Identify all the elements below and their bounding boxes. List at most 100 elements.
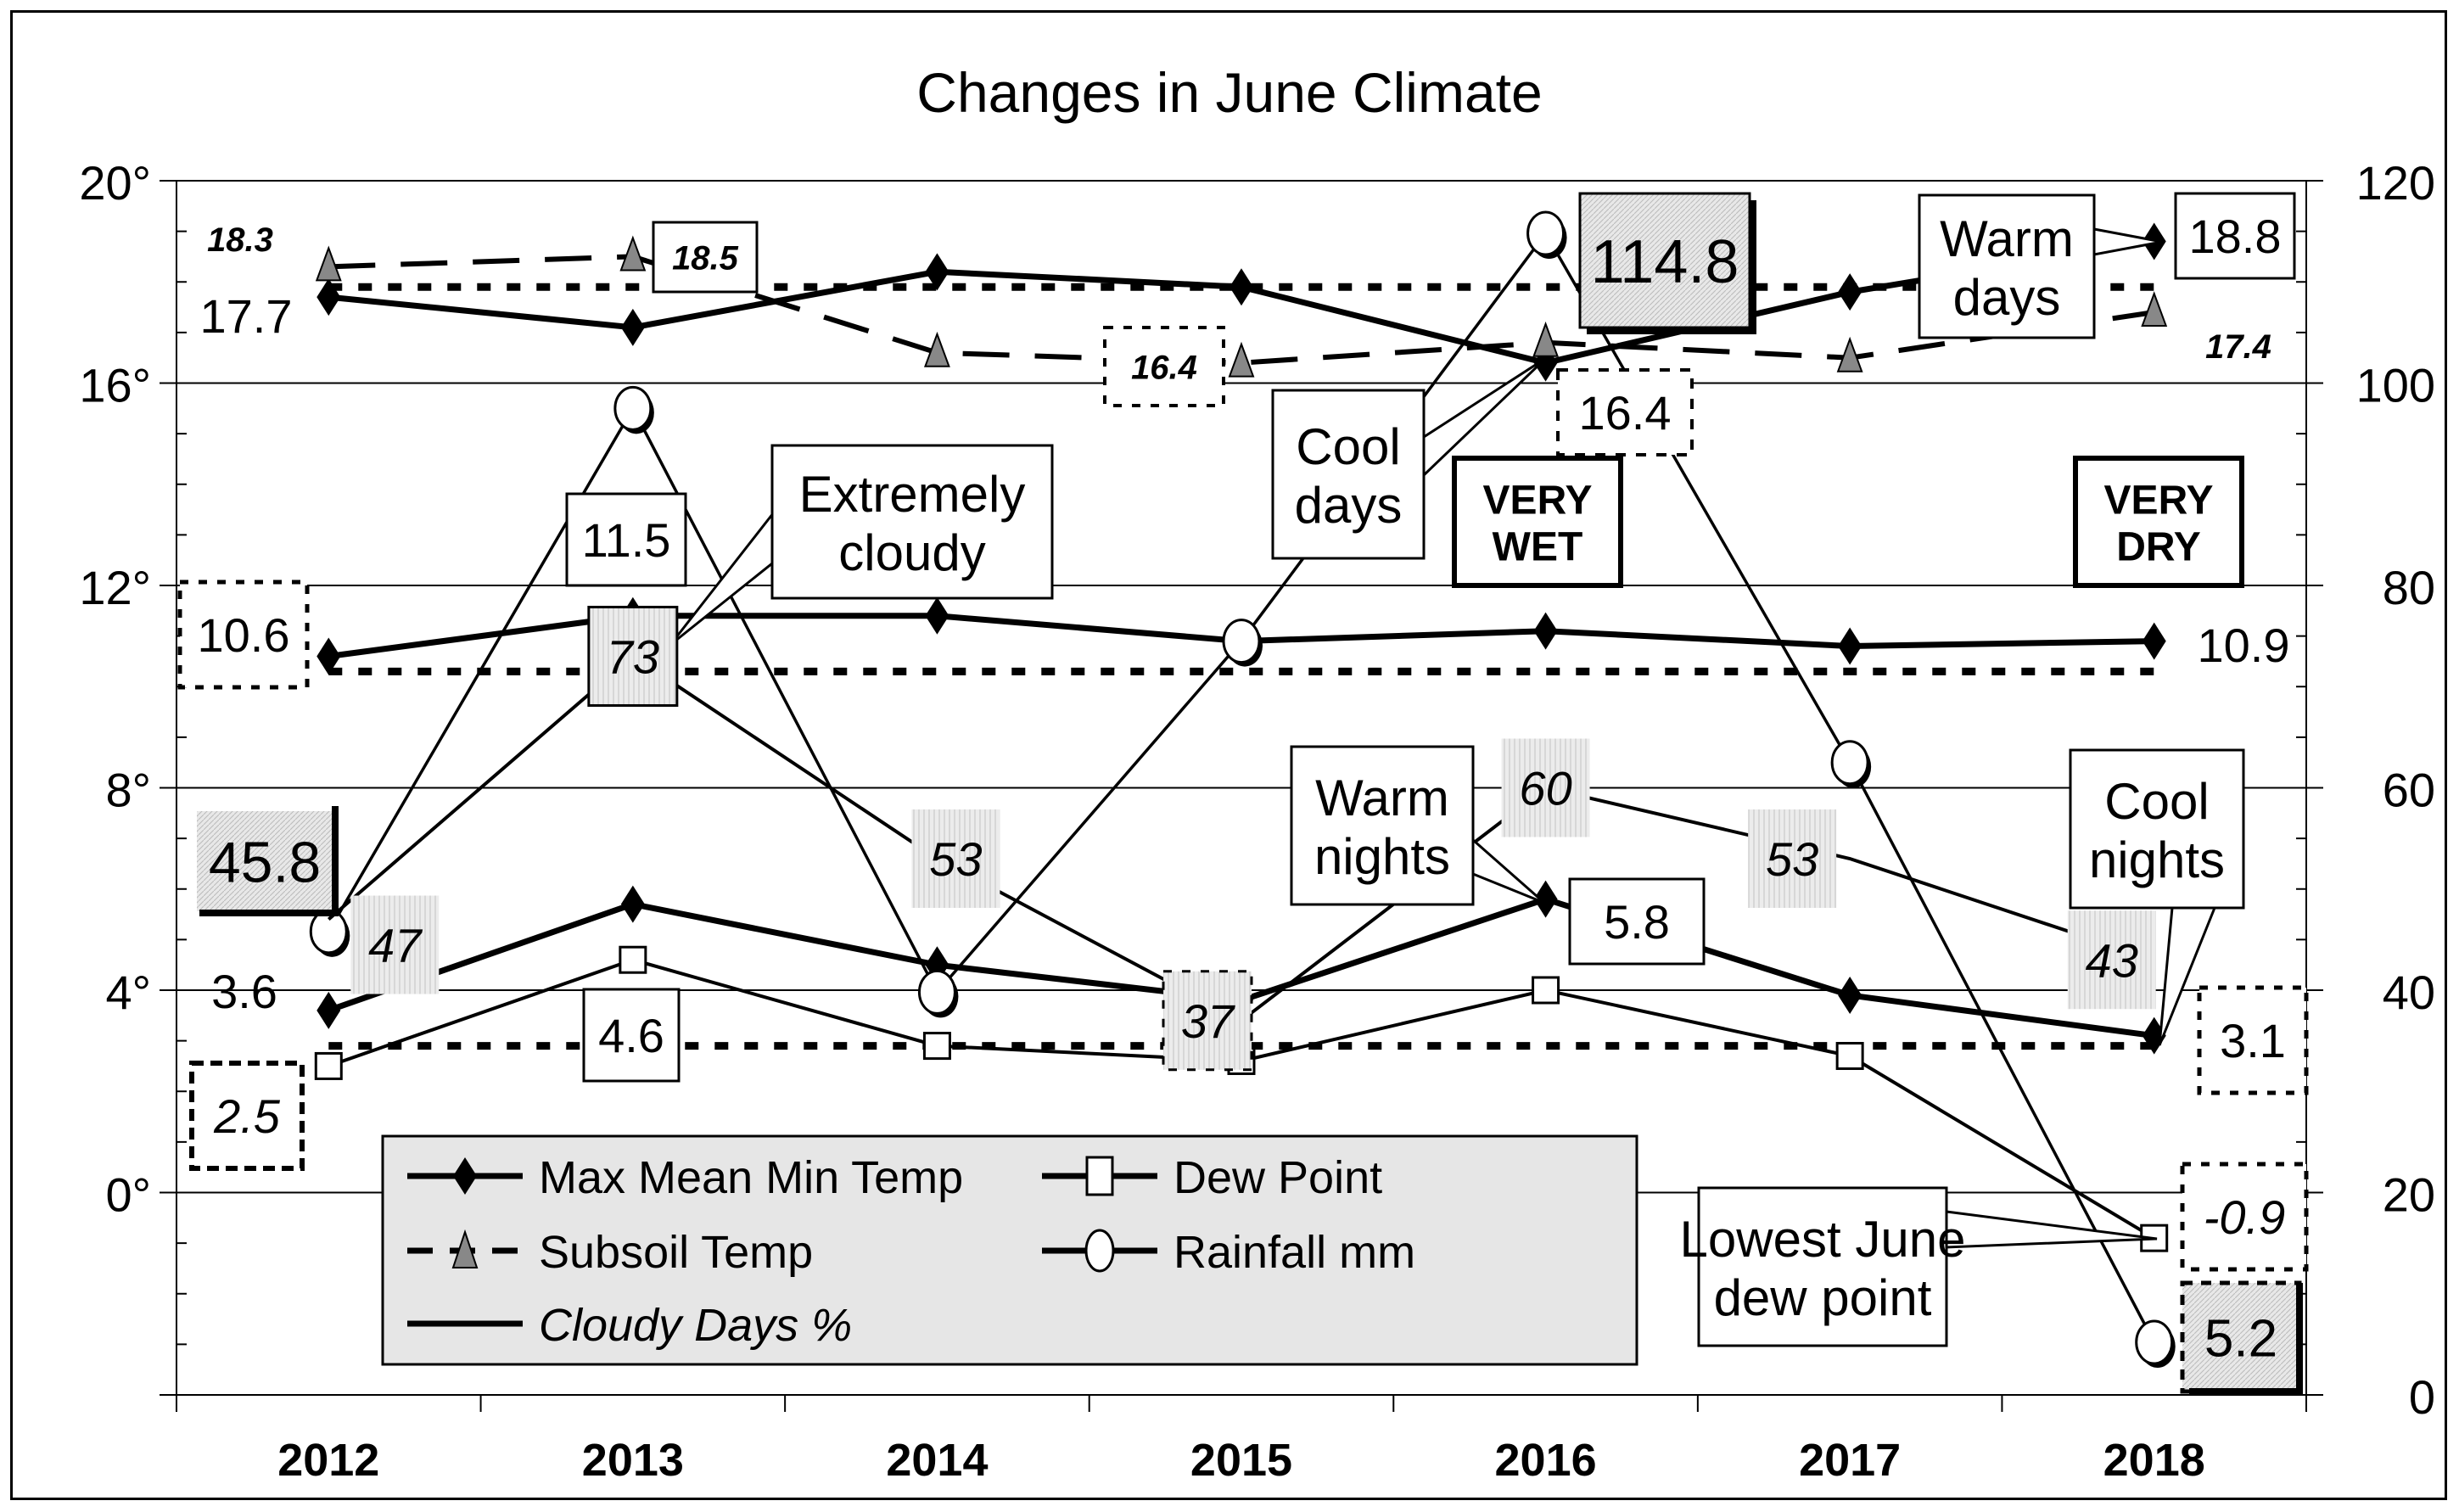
triangle-marker xyxy=(1532,321,1560,357)
label-text: 37 xyxy=(1181,994,1235,1048)
diamond-marker xyxy=(620,308,645,346)
callout-line1: Warm xyxy=(1940,210,2074,267)
callout-box xyxy=(1271,389,1426,560)
label-box xyxy=(1556,368,1694,456)
label-box xyxy=(652,221,759,294)
rain-last-shadow xyxy=(2189,1283,2303,1395)
label-text: 73 xyxy=(607,630,659,684)
diamond-marker xyxy=(316,991,341,1029)
label-box xyxy=(587,605,679,707)
triangle-marker xyxy=(619,235,647,272)
x-tick-label: 2017 xyxy=(1799,1435,1901,1486)
label-text: 5.8 xyxy=(1604,895,1670,949)
legend-label: Cloudy Days % xyxy=(539,1300,852,1351)
y-right-tick-label: 40 xyxy=(2383,966,2435,1019)
legend-item: Cloudy Days % xyxy=(407,1300,852,1351)
callout-line2: nights xyxy=(2089,832,2225,888)
callout-line2: DRY xyxy=(2116,525,2201,570)
callout-box xyxy=(2069,748,2245,910)
rain-first-shadow xyxy=(199,806,339,916)
chart-frame xyxy=(10,10,2447,1500)
legend-label: Rainfall mm xyxy=(1173,1227,1415,1278)
label-text: 53 xyxy=(929,832,982,886)
circle-marker xyxy=(1830,740,1869,786)
label-box xyxy=(565,492,687,587)
max-first-label: 17.7 xyxy=(200,289,293,343)
rain-2013-label: 11.5 xyxy=(565,492,687,587)
square-icon xyxy=(1085,1156,1114,1196)
label-box xyxy=(911,809,1000,908)
cloudy-label: 60 xyxy=(1501,738,1590,837)
diamond-marker xyxy=(925,253,949,291)
diamond-marker xyxy=(1230,268,1253,306)
diamond-marker xyxy=(1838,976,1862,1014)
subsoil-2013-label: 18.5 xyxy=(652,221,759,294)
mean-last-label: 10.9 xyxy=(2198,619,2290,672)
diamond-marker xyxy=(316,637,341,675)
label-box xyxy=(189,1061,305,1171)
callout-box xyxy=(1918,193,2096,339)
square-marker xyxy=(619,945,647,974)
label-box xyxy=(1162,970,1253,1072)
label-box xyxy=(1103,326,1225,407)
callout-line1: Cool xyxy=(2104,773,2209,830)
mean-first-label: 10.6 xyxy=(177,580,310,690)
label-text: -0.9 xyxy=(2204,1190,2286,1244)
legend-label: Subsoil Temp xyxy=(539,1227,813,1278)
legend-item: Max Mean Min Temp xyxy=(407,1152,963,1203)
series-line-cloudy-days- xyxy=(327,653,2155,1023)
y-left-tick-label: 0° xyxy=(105,1168,151,1222)
square-marker xyxy=(1532,976,1560,1005)
label-box xyxy=(350,895,440,994)
x-tick-label: 2012 xyxy=(277,1435,379,1486)
subsoil-2015-label: 16.4 xyxy=(1103,326,1225,407)
triangle-marker xyxy=(2141,291,2168,328)
rain-2016-label: 114.8 xyxy=(1578,192,1756,334)
circle-marker xyxy=(309,909,348,955)
cloudy-label: 47 xyxy=(350,895,440,994)
label-text: 10.6 xyxy=(198,608,290,662)
circle-icon xyxy=(1084,1229,1115,1273)
circle-marker xyxy=(2135,1319,2174,1365)
callout-pointer xyxy=(1471,837,1545,904)
y-right-tick-label: 120 xyxy=(2356,156,2435,210)
dew-last-label: -0.9 xyxy=(2180,1162,2309,1272)
callout-line1: Lowest June xyxy=(1680,1211,1966,1268)
triangle-icon xyxy=(451,1229,479,1268)
label-box xyxy=(1568,877,1706,966)
label-text: 5.2 xyxy=(2204,1309,2277,1368)
callout-line1: Warm xyxy=(1315,770,1449,826)
callout-box xyxy=(1452,456,1623,588)
cloudy-label: 73 xyxy=(587,605,679,707)
label-box xyxy=(1748,809,1837,908)
square-marker xyxy=(1835,1042,1864,1071)
max-2016-label: 16.4 xyxy=(1556,368,1694,456)
label-box xyxy=(2197,985,2309,1095)
callout-line2: days xyxy=(1953,269,2061,326)
callout-line2: nights xyxy=(1314,828,1450,885)
legend-label: Max Mean Min Temp xyxy=(539,1152,963,1203)
max-last-label: 18.8 xyxy=(2174,192,2296,280)
label-text: 18.8 xyxy=(2189,210,2282,263)
circle-marker xyxy=(1222,619,1261,664)
x-tick-label: 2016 xyxy=(1495,1435,1597,1486)
chart-title: Changes in June Climate xyxy=(916,61,1542,124)
label-text: 11.5 xyxy=(582,513,671,567)
label-text: 53 xyxy=(1766,832,1818,886)
callout-line1: Cool xyxy=(1296,418,1400,475)
diamond-marker xyxy=(1838,627,1862,665)
callout-line2: cloudy xyxy=(838,524,985,581)
triangle-marker xyxy=(1836,336,1863,372)
callout-box xyxy=(770,444,1054,600)
legend-item: Subsoil Temp xyxy=(407,1227,813,1278)
label-text: 47 xyxy=(368,919,423,972)
y-left-tick-label: 16° xyxy=(79,359,151,412)
label-text: 4.6 xyxy=(598,1009,664,1062)
cloudy-label: 53 xyxy=(1748,809,1837,908)
callout-line2: WET xyxy=(1493,525,1583,570)
label-text: 45.8 xyxy=(209,830,321,894)
label-text: 2.5 xyxy=(213,1089,281,1143)
